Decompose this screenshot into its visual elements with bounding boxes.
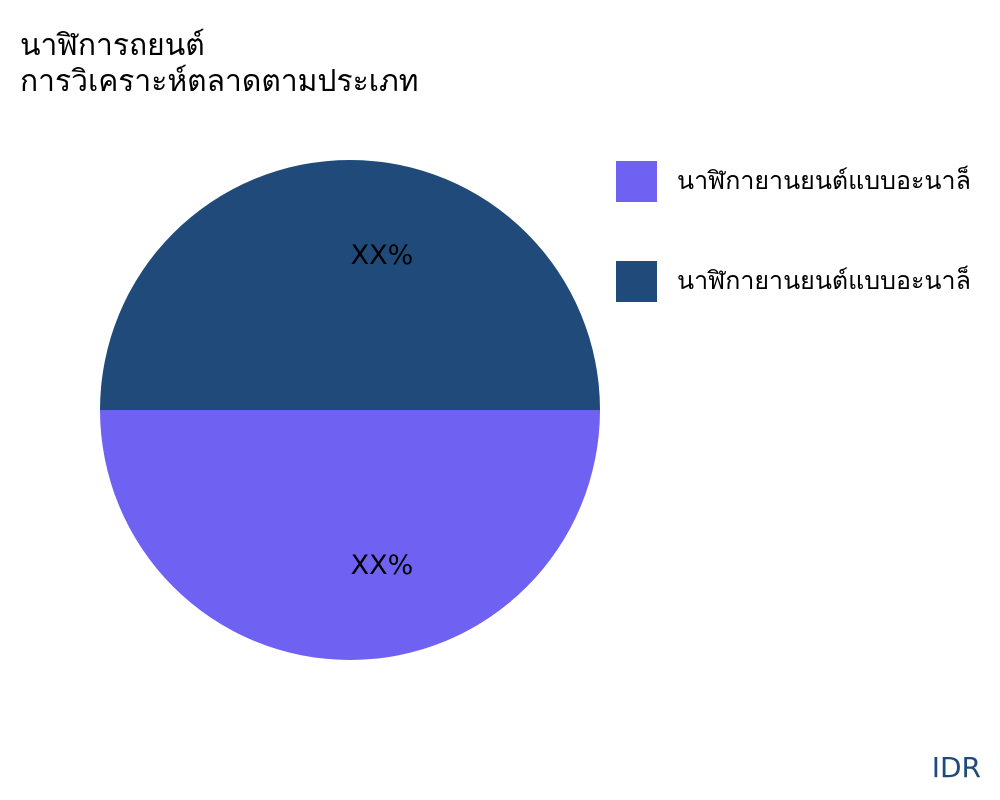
legend-item-1: นาฬิกายานยนต์แบบอะนาล็ — [616, 260, 971, 302]
legend-swatch — [616, 160, 657, 202]
chart-title-line-2: การวิเคราะห์ตลาดตามประเภท — [20, 64, 419, 99]
pie-data-label-1: XX% — [351, 240, 414, 271]
pie-slice-0 — [100, 410, 600, 660]
pie-slice-1 — [100, 160, 600, 410]
chart-title-line-1: นาฬิการถยนต์ — [20, 28, 205, 63]
legend-label: นาฬิกายานยนต์แบบอะนาล็ — [677, 266, 971, 295]
pie-data-label-0: XX% — [351, 550, 414, 581]
chart-title: นาฬิการถยนต์ การวิเคราะห์ตลาดตามประเภท — [20, 28, 419, 100]
legend-swatch — [616, 260, 657, 302]
legend-label: นาฬิกายานยนต์แบบอะนาล็ — [677, 166, 971, 195]
currency-label: IDR — [931, 751, 981, 784]
legend-item-0: นาฬิกายานยนต์แบบอะนาล็ — [616, 160, 971, 202]
